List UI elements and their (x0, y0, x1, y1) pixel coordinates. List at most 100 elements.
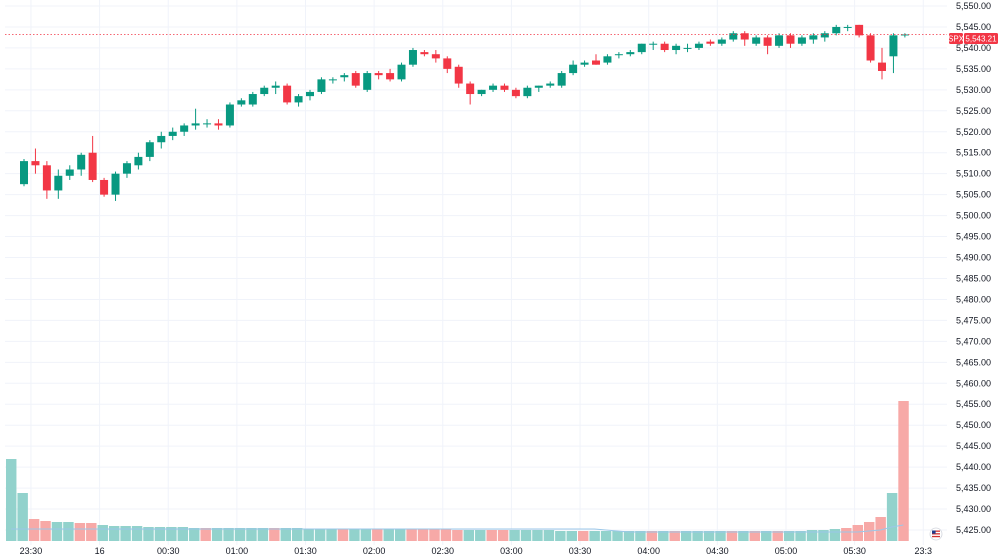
candle-body (420, 52, 429, 55)
volume-bar (783, 531, 795, 541)
price-tick-label: 5,500.00 (956, 211, 991, 221)
candle-body (54, 175, 63, 191)
volume-bar (440, 529, 452, 541)
candle-body (203, 123, 212, 125)
time-tick-label: 00:30 (157, 546, 180, 556)
candle-body (260, 87, 269, 95)
candle-body (660, 43, 669, 51)
candle-body (500, 85, 509, 90)
volume-bar (726, 531, 738, 541)
price-tick-label: 5,485.00 (956, 273, 991, 283)
price-axis[interactable]: 5,425.00 5,430.00 5,435.00 5,440.00 5,445.00… (956, 1, 991, 535)
volume-bar (818, 530, 829, 541)
price-tick-label: 5,525.00 (956, 106, 991, 116)
candle-body (843, 26, 852, 28)
price-tick-label: 5,430.00 (956, 504, 991, 514)
price-tick-label: 5,545.00 (956, 22, 991, 32)
candle-body (752, 37, 761, 44)
price-tick-label: 5,490.00 (956, 253, 991, 263)
volume-bar (383, 529, 394, 541)
volume-bar (406, 529, 417, 541)
candle-body (328, 79, 337, 81)
volume-bar (635, 531, 646, 541)
last-price-tag: SPX 5,543.21 (948, 33, 998, 44)
candle-body (363, 73, 372, 90)
candle-body (786, 35, 795, 44)
time-tick-label: 02:30 (432, 546, 455, 556)
volume-bar (177, 527, 189, 541)
candle-body (523, 87, 532, 97)
candle-body (65, 169, 74, 176)
volume-bar (761, 531, 772, 541)
candle-body (694, 43, 703, 48)
symbol-tag-background (949, 33, 963, 44)
candle-body (88, 152, 97, 180)
volume-bar (715, 531, 726, 541)
candle-body (237, 100, 246, 105)
candle-body (111, 173, 120, 195)
volume-bar (200, 528, 211, 541)
volume-bars (6, 401, 909, 541)
volume-bar (292, 528, 303, 541)
volume-bar (806, 530, 818, 541)
candle-body (443, 58, 452, 69)
volume-bar (326, 529, 337, 541)
volume-bar (795, 531, 806, 541)
last-price-tag-background (964, 33, 998, 44)
candle-body (729, 33, 738, 40)
volume-bar (372, 529, 383, 541)
volume-bar (452, 530, 463, 541)
volume-bar (314, 529, 326, 541)
price-tick-label: 5,530.00 (956, 85, 991, 95)
candle-body (534, 85, 543, 88)
volume-bar (669, 531, 680, 541)
price-tick-label: 5,425.00 (956, 525, 991, 535)
candle-body (283, 85, 292, 103)
time-axis[interactable]: 23:30 16 00:30 01:00 01:30 02:00 02:30 03:00 03:… (20, 546, 932, 556)
volume-bar (360, 529, 372, 541)
candle-body (351, 73, 360, 86)
volume-bar (131, 526, 143, 541)
candle-body (626, 52, 635, 55)
candle-body (157, 135, 166, 143)
price-tick-label: 5,520.00 (956, 127, 991, 137)
last-price-label: 5,543.21 (965, 35, 997, 44)
candle-body (775, 35, 784, 46)
volume-bar (463, 530, 475, 541)
candle-body (592, 60, 600, 65)
volume-bar (772, 531, 783, 541)
candle-body (717, 39, 726, 44)
volume-bar (40, 521, 51, 541)
candle-body (740, 33, 749, 40)
candle-body (20, 161, 28, 185)
flag-icon[interactable] (929, 527, 943, 541)
price-tick-label: 5,440.00 (956, 462, 991, 472)
candle-body (878, 62, 886, 71)
price-tick-label: 5,445.00 (956, 441, 991, 451)
volume-bar (703, 531, 715, 541)
candle-body (706, 41, 715, 44)
candle-body (809, 35, 818, 40)
volume-bar (211, 528, 223, 541)
volume-bar (108, 526, 120, 541)
candle-body (820, 33, 829, 38)
time-tick-label: 05:00 (775, 546, 798, 556)
time-tick-label: 23:30 (20, 546, 43, 556)
volume-bar (738, 531, 749, 541)
volume-bar (886, 493, 898, 541)
candle-body (900, 34, 909, 36)
volume-bar (646, 531, 658, 541)
volume-bar (234, 528, 246, 541)
price-tick-label: 5,450.00 (956, 420, 991, 430)
candle-body (431, 54, 440, 59)
volume-bar (692, 531, 703, 541)
volume-bar (417, 529, 429, 541)
candle-body (408, 50, 417, 65)
volume-bar (566, 531, 577, 541)
grid-lines (5, 0, 947, 545)
volume-bar (97, 525, 108, 541)
candle-body (763, 37, 772, 46)
volume-bar (680, 531, 692, 541)
candle-body (306, 91, 314, 97)
